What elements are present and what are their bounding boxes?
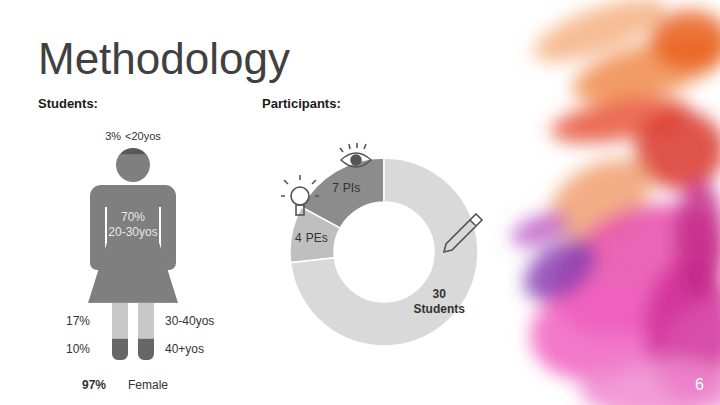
age-band <box>83 148 183 155</box>
band-label: 3% <20yos <box>105 130 161 142</box>
bulb-icon <box>291 187 309 205</box>
age-band <box>83 154 183 303</box>
splash-blob <box>650 10 720 70</box>
slice-category: PIs <box>343 181 360 195</box>
band-value: 3% <box>105 130 121 142</box>
chart-title: Participants: <box>262 96 341 111</box>
annotation-text: Female <box>128 378 168 392</box>
annotation-value: 97% <box>82 378 106 392</box>
slice-label: 4 PEs <box>295 231 328 245</box>
watercolor-splash <box>507 0 720 405</box>
pencil-icon <box>444 214 482 252</box>
slice-category: Students <box>414 302 466 316</box>
eye-pupil <box>351 155 361 165</box>
band-category: 30-40yos <box>165 314 214 328</box>
splash-blob <box>580 360 720 405</box>
slice-value: 4 <box>295 231 302 245</box>
slice-value: 7 <box>332 181 339 195</box>
slice-label: 7 PIs <box>332 181 360 195</box>
band-value: 17% <box>66 314 90 328</box>
bulb-base <box>296 205 304 215</box>
splash-blob <box>507 207 573 254</box>
slide-title: Methodology <box>38 34 290 83</box>
figure <box>83 148 183 361</box>
band-value: 10% <box>66 342 90 356</box>
bulb-rays <box>281 175 319 196</box>
slice-value: 30 <box>433 287 447 301</box>
eye-icon <box>341 153 371 167</box>
band-category: <20yos <box>125 130 161 142</box>
donut-labels: 7 PIs 4 PEs 30Students <box>295 181 465 316</box>
donut-slice <box>291 158 478 346</box>
slice-category: PEs <box>306 231 328 245</box>
slide: Methodology 6 Students: 3% <20yos 70%20-30yos… <box>0 0 720 405</box>
donut <box>290 158 478 346</box>
splash-blob <box>675 180 720 300</box>
band-category: 20-30yos <box>108 225 157 239</box>
band-value: 70% <box>121 210 145 224</box>
pictograph-labels: 3% <20yos 70%20-30yos 17% 30-40yos 10% 40+yos <box>66 130 214 356</box>
page-number: 6 <box>695 376 704 393</box>
chart-title: Students: <box>38 96 98 111</box>
eye-lashes <box>340 143 366 152</box>
band-category: 40+yos <box>165 342 204 356</box>
icons <box>281 143 482 252</box>
